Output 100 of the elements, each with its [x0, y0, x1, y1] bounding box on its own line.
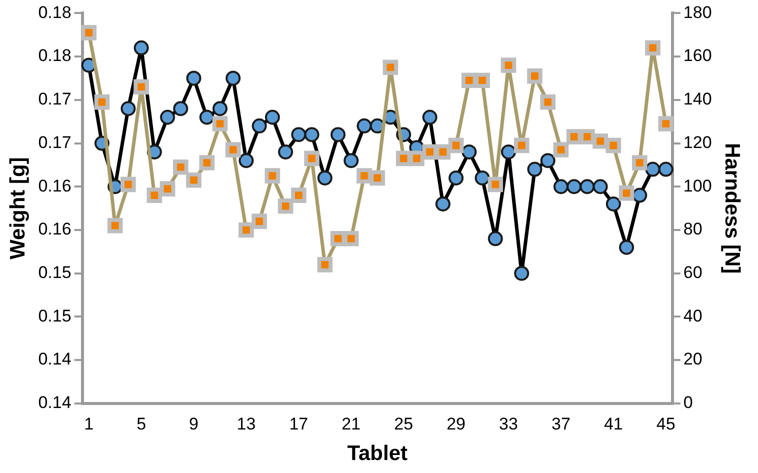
point — [264, 168, 280, 184]
point — [619, 240, 634, 255]
point — [632, 155, 648, 170]
y-tick-label: 0.18 — [38, 2, 72, 22]
point — [422, 144, 438, 160]
y-tick-label: 0.14 — [38, 350, 72, 369]
point — [592, 133, 608, 149]
point — [448, 138, 464, 154]
x-tick-label: 1 — [84, 414, 94, 434]
y2-tick-label: 100 — [683, 176, 712, 196]
x-tick-label: 21 — [342, 414, 361, 434]
point — [291, 127, 306, 142]
y-tick-label: 0.17 — [38, 90, 72, 109]
x-tick-label: 13 — [236, 414, 256, 434]
point — [553, 142, 569, 158]
point — [462, 72, 477, 88]
x-tick-label: 25 — [394, 414, 414, 434]
point — [474, 72, 490, 88]
point — [330, 127, 346, 142]
point — [553, 179, 568, 194]
y-tick-label: 0.16 — [38, 220, 72, 239]
point — [344, 153, 359, 168]
point — [474, 170, 490, 186]
point — [435, 144, 451, 160]
y2-tick-label: 60 — [683, 263, 702, 282]
x-tick-label: 45 — [656, 414, 676, 434]
point — [94, 94, 110, 110]
point — [172, 159, 188, 175]
point — [146, 188, 162, 203]
point — [435, 196, 450, 212]
point — [160, 181, 176, 196]
x-tick-label: 37 — [552, 414, 570, 434]
point — [500, 58, 516, 73]
point — [645, 162, 660, 177]
y-tick-label: 0.16 — [38, 176, 72, 196]
point — [212, 116, 228, 132]
point — [304, 127, 320, 142]
point — [317, 170, 332, 186]
point — [632, 188, 648, 203]
point — [592, 179, 608, 194]
y2-tick-label: 160 — [683, 46, 712, 66]
point — [252, 214, 267, 229]
point — [618, 185, 634, 201]
x-axis-title: Tablet — [347, 442, 408, 466]
point — [81, 25, 96, 40]
point — [540, 153, 556, 168]
point — [225, 142, 241, 158]
point — [120, 176, 136, 192]
point — [252, 118, 267, 134]
point — [343, 230, 359, 246]
y-tick-label: 0.14 — [38, 393, 72, 412]
point — [291, 188, 306, 203]
point — [238, 153, 254, 168]
y-tick-label: 0.15 — [38, 306, 72, 326]
point — [488, 231, 503, 246]
y2-tick-label: 0 — [683, 393, 693, 412]
point — [658, 116, 674, 132]
point — [134, 79, 149, 95]
y-axis-title: Weight [g] — [6, 157, 30, 260]
y2-tick-label: 20 — [683, 350, 702, 369]
x-tick-label: 5 — [136, 414, 146, 434]
point — [606, 138, 622, 154]
y2-tick-label: 80 — [683, 220, 702, 239]
y-tick-label: 0.17 — [38, 132, 72, 152]
point — [566, 129, 582, 144]
point — [448, 170, 464, 186]
point — [356, 118, 372, 134]
point — [264, 110, 280, 125]
point — [514, 138, 530, 154]
point — [356, 168, 372, 184]
point — [488, 176, 504, 192]
point — [527, 68, 542, 84]
point — [422, 110, 438, 125]
point — [514, 266, 530, 281]
x-tick-label: 9 — [189, 414, 198, 434]
y-tick-label: 0.15 — [38, 263, 72, 282]
point — [199, 110, 214, 125]
point — [566, 179, 582, 194]
point — [186, 70, 202, 86]
point — [278, 144, 294, 160]
point — [462, 144, 477, 160]
point — [278, 198, 294, 214]
point — [606, 196, 621, 212]
point — [199, 155, 215, 170]
point — [212, 101, 228, 116]
point — [134, 40, 149, 56]
point — [645, 40, 660, 56]
y-tick-label: 0.18 — [38, 46, 72, 66]
point — [658, 162, 674, 177]
point — [382, 60, 398, 76]
point — [580, 129, 595, 144]
point — [330, 230, 346, 246]
point — [186, 172, 202, 188]
point — [107, 218, 123, 234]
point — [173, 101, 188, 116]
x-tick-label: 41 — [604, 414, 623, 434]
point — [317, 257, 333, 272]
y2-axis-title: Harndess [N] — [720, 142, 744, 274]
y2-tick-label: 180 — [683, 2, 712, 22]
point — [370, 170, 386, 186]
